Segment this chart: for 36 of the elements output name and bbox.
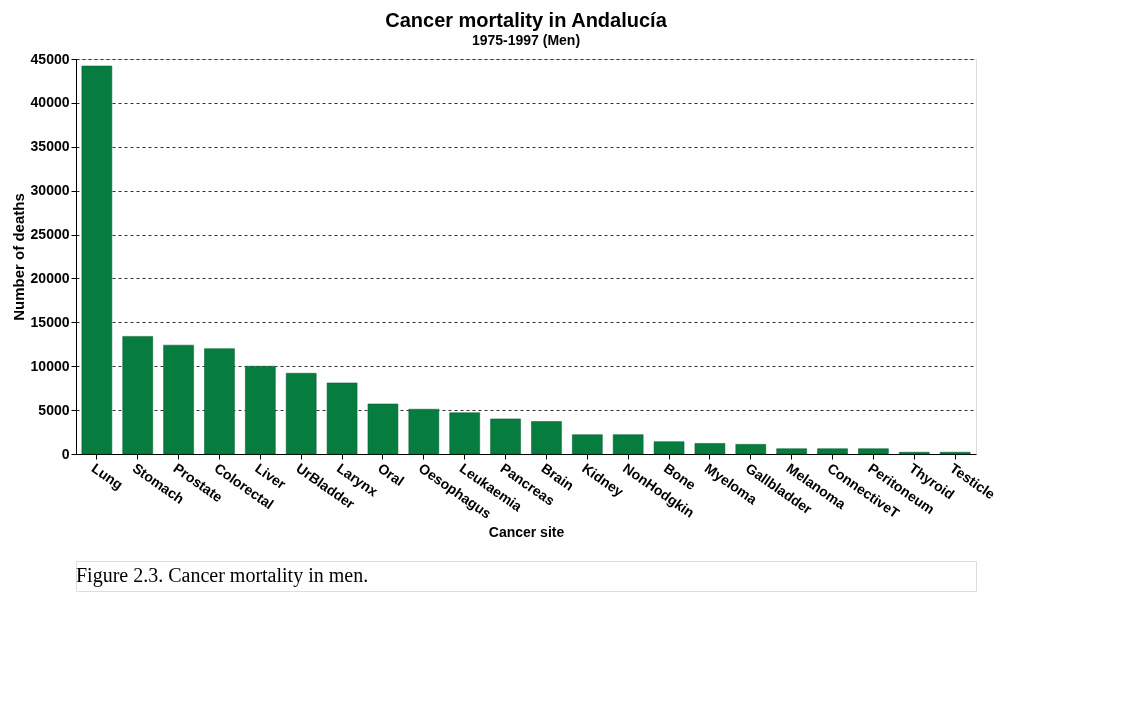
bar bbox=[326, 382, 358, 455]
bar bbox=[408, 408, 440, 455]
y-tick-label: 40000 bbox=[30, 94, 70, 111]
y-tick-label: 25000 bbox=[30, 226, 70, 243]
y-axis-title: Number of deaths bbox=[9, 193, 27, 321]
bar bbox=[367, 403, 399, 455]
x-axis-title: Cancer site bbox=[488, 523, 565, 540]
bar bbox=[163, 344, 194, 455]
bar bbox=[122, 336, 153, 455]
bar bbox=[572, 434, 603, 455]
bar bbox=[81, 65, 113, 455]
bar bbox=[449, 412, 480, 455]
y-tick-label: 0 bbox=[61, 445, 70, 462]
y-tick-label: 20000 bbox=[30, 269, 70, 286]
bar bbox=[653, 441, 685, 455]
bar bbox=[490, 418, 521, 455]
bar bbox=[694, 443, 726, 455]
y-tick-label: 15000 bbox=[30, 313, 70, 330]
bar bbox=[735, 444, 767, 455]
bar bbox=[531, 421, 562, 455]
bar bbox=[612, 434, 644, 455]
bar bbox=[858, 448, 889, 455]
bar bbox=[285, 372, 317, 455]
bar bbox=[245, 365, 276, 455]
y-tick-label: 45000 bbox=[30, 50, 70, 67]
bar bbox=[776, 448, 807, 455]
y-tick-label: 35000 bbox=[30, 138, 70, 155]
caption: Figure 2.3. Cancer mortality in men. bbox=[76, 564, 369, 587]
bar bbox=[204, 348, 235, 455]
chart-subtitle: 1975-1997 (Men) bbox=[471, 32, 581, 48]
y-tick-label: 30000 bbox=[30, 182, 70, 199]
y-tick-label: 10000 bbox=[30, 357, 70, 374]
chart-title: Cancer mortality in Andalucía bbox=[385, 9, 668, 31]
bar bbox=[817, 448, 848, 455]
y-tick-label: 5000 bbox=[38, 401, 70, 418]
x-tick-label: Oral bbox=[374, 459, 408, 490]
